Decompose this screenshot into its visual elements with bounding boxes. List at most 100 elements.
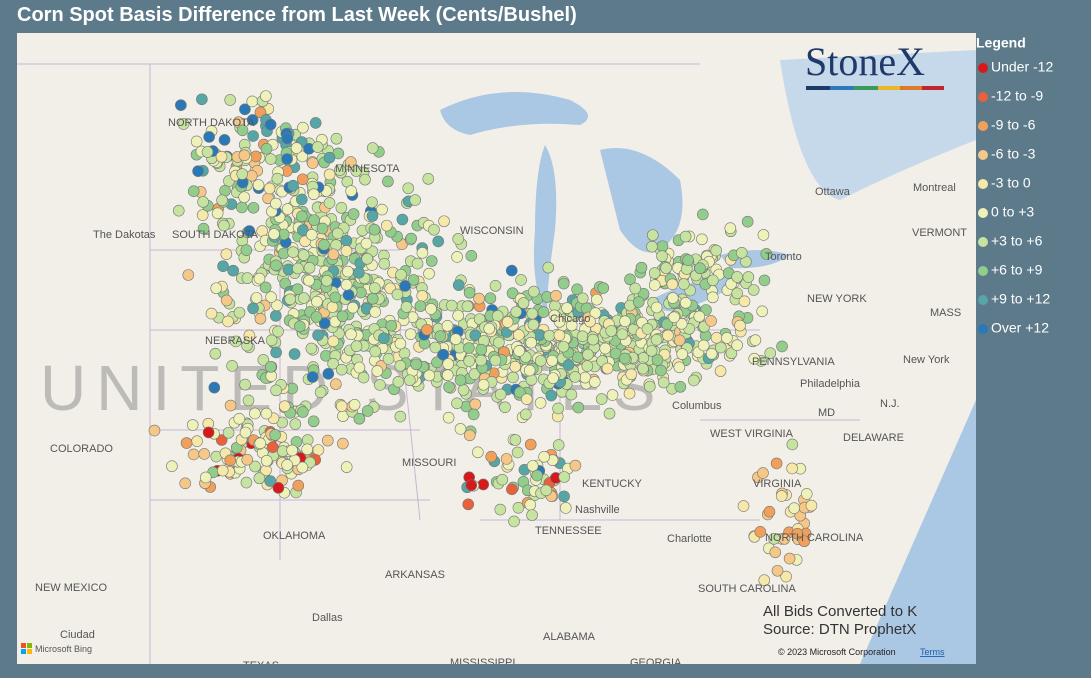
legend-swatch: [978, 237, 988, 247]
location-dot: [345, 156, 357, 168]
location-dot: [402, 182, 415, 195]
location-dot: [763, 505, 776, 518]
location-dot: [318, 239, 330, 251]
location-dot: [353, 412, 366, 425]
location-dot: [392, 375, 405, 388]
location-dot: [230, 335, 242, 348]
location-dot: [431, 356, 443, 369]
location-dot: [650, 301, 663, 314]
logo: StoneX: [805, 39, 925, 84]
location-dot: [296, 150, 309, 163]
title: Corn Spot Basis Difference from Last Wee…: [17, 4, 577, 26]
legend-swatch: [978, 63, 988, 73]
location-dot: [353, 361, 366, 374]
location-dot: [371, 365, 384, 377]
location-dot: [432, 235, 445, 248]
map-label: SOUTH DAKOTA: [172, 229, 259, 241]
location-dot: [330, 132, 343, 145]
location-dot: [710, 332, 723, 344]
location-dot: [780, 570, 792, 583]
location-dot: [252, 179, 265, 191]
map-label: MASS: [930, 307, 961, 319]
map-label: NEW MEXICO: [35, 582, 108, 594]
location-dot: [305, 342, 318, 355]
location-dot: [198, 448, 211, 460]
location-dot: [764, 347, 777, 360]
location-dot: [572, 401, 585, 414]
location-dot: [253, 472, 266, 485]
legend-swatch: [978, 324, 988, 334]
location-dot: [271, 299, 283, 312]
location-dot: [336, 310, 349, 323]
location-dot: [268, 228, 280, 240]
location-dot: [380, 219, 393, 232]
location-dot: [441, 320, 454, 332]
location-dot: [524, 438, 537, 451]
location-dot: [218, 219, 230, 232]
map-label: Nashville: [575, 504, 620, 516]
location-dot: [437, 348, 450, 361]
map-label: Toronto: [765, 251, 802, 263]
location-dot: [523, 364, 536, 377]
location-dot: [239, 378, 251, 391]
location-dot: [513, 345, 525, 357]
location-dot: [770, 457, 783, 470]
location-dot: [227, 264, 239, 277]
location-dot: [451, 251, 463, 263]
location-dot: [270, 310, 282, 322]
map-label: Ottawa: [815, 186, 851, 198]
location-dot: [202, 426, 215, 439]
location-dot: [335, 202, 348, 214]
location-dot: [473, 292, 485, 305]
location-dot: [714, 341, 727, 354]
location-dot: [342, 289, 355, 301]
location-dot: [582, 348, 594, 361]
location-dot: [534, 397, 547, 409]
location-dot: [400, 301, 413, 313]
map-label: TEXAS: [243, 660, 279, 672]
location-dot: [247, 302, 259, 315]
location-dot: [148, 424, 161, 437]
location-dot: [524, 498, 537, 511]
location-dot: [197, 222, 210, 235]
location-dot: [660, 262, 672, 274]
location-dot: [758, 574, 771, 587]
location-dot: [260, 143, 273, 155]
location-dot: [238, 191, 251, 204]
location-dot: [783, 552, 796, 565]
map-label: The Dakotas: [93, 229, 156, 241]
location-dot: [618, 352, 631, 365]
location-dot: [407, 274, 420, 286]
location-dot: [345, 328, 357, 341]
location-dot: [281, 153, 293, 165]
location-dot: [756, 305, 768, 318]
location-dot: [666, 292, 679, 304]
location-dot: [506, 287, 519, 300]
location-dot: [742, 271, 755, 283]
location-dot: [576, 292, 589, 305]
map-label: NEW YORK: [807, 293, 867, 305]
location-dot: [394, 359, 407, 372]
location-dot: [696, 233, 708, 246]
location-dot: [609, 347, 622, 360]
location-dot: [707, 291, 719, 304]
location-dot: [405, 232, 417, 245]
legend-label: +9 to +12: [991, 291, 1050, 307]
location-dot: [395, 268, 407, 281]
location-dot: [467, 408, 480, 421]
location-dot: [569, 371, 581, 383]
location-dot: [353, 266, 365, 279]
legend-label: +3 to +6: [991, 233, 1043, 249]
location-dot: [236, 124, 249, 137]
location-dot: [553, 329, 566, 342]
terms-link[interactable]: Terms: [920, 647, 945, 657]
location-dot: [429, 341, 442, 354]
map-label: NEBRASKA: [205, 335, 266, 347]
location-dot: [309, 117, 322, 129]
location-dot: [581, 360, 594, 372]
location-dot: [668, 311, 680, 324]
map-label: MISSOURI: [402, 457, 456, 469]
location-dot: [606, 389, 619, 401]
location-dot: [378, 332, 390, 345]
location-dot: [508, 515, 520, 528]
